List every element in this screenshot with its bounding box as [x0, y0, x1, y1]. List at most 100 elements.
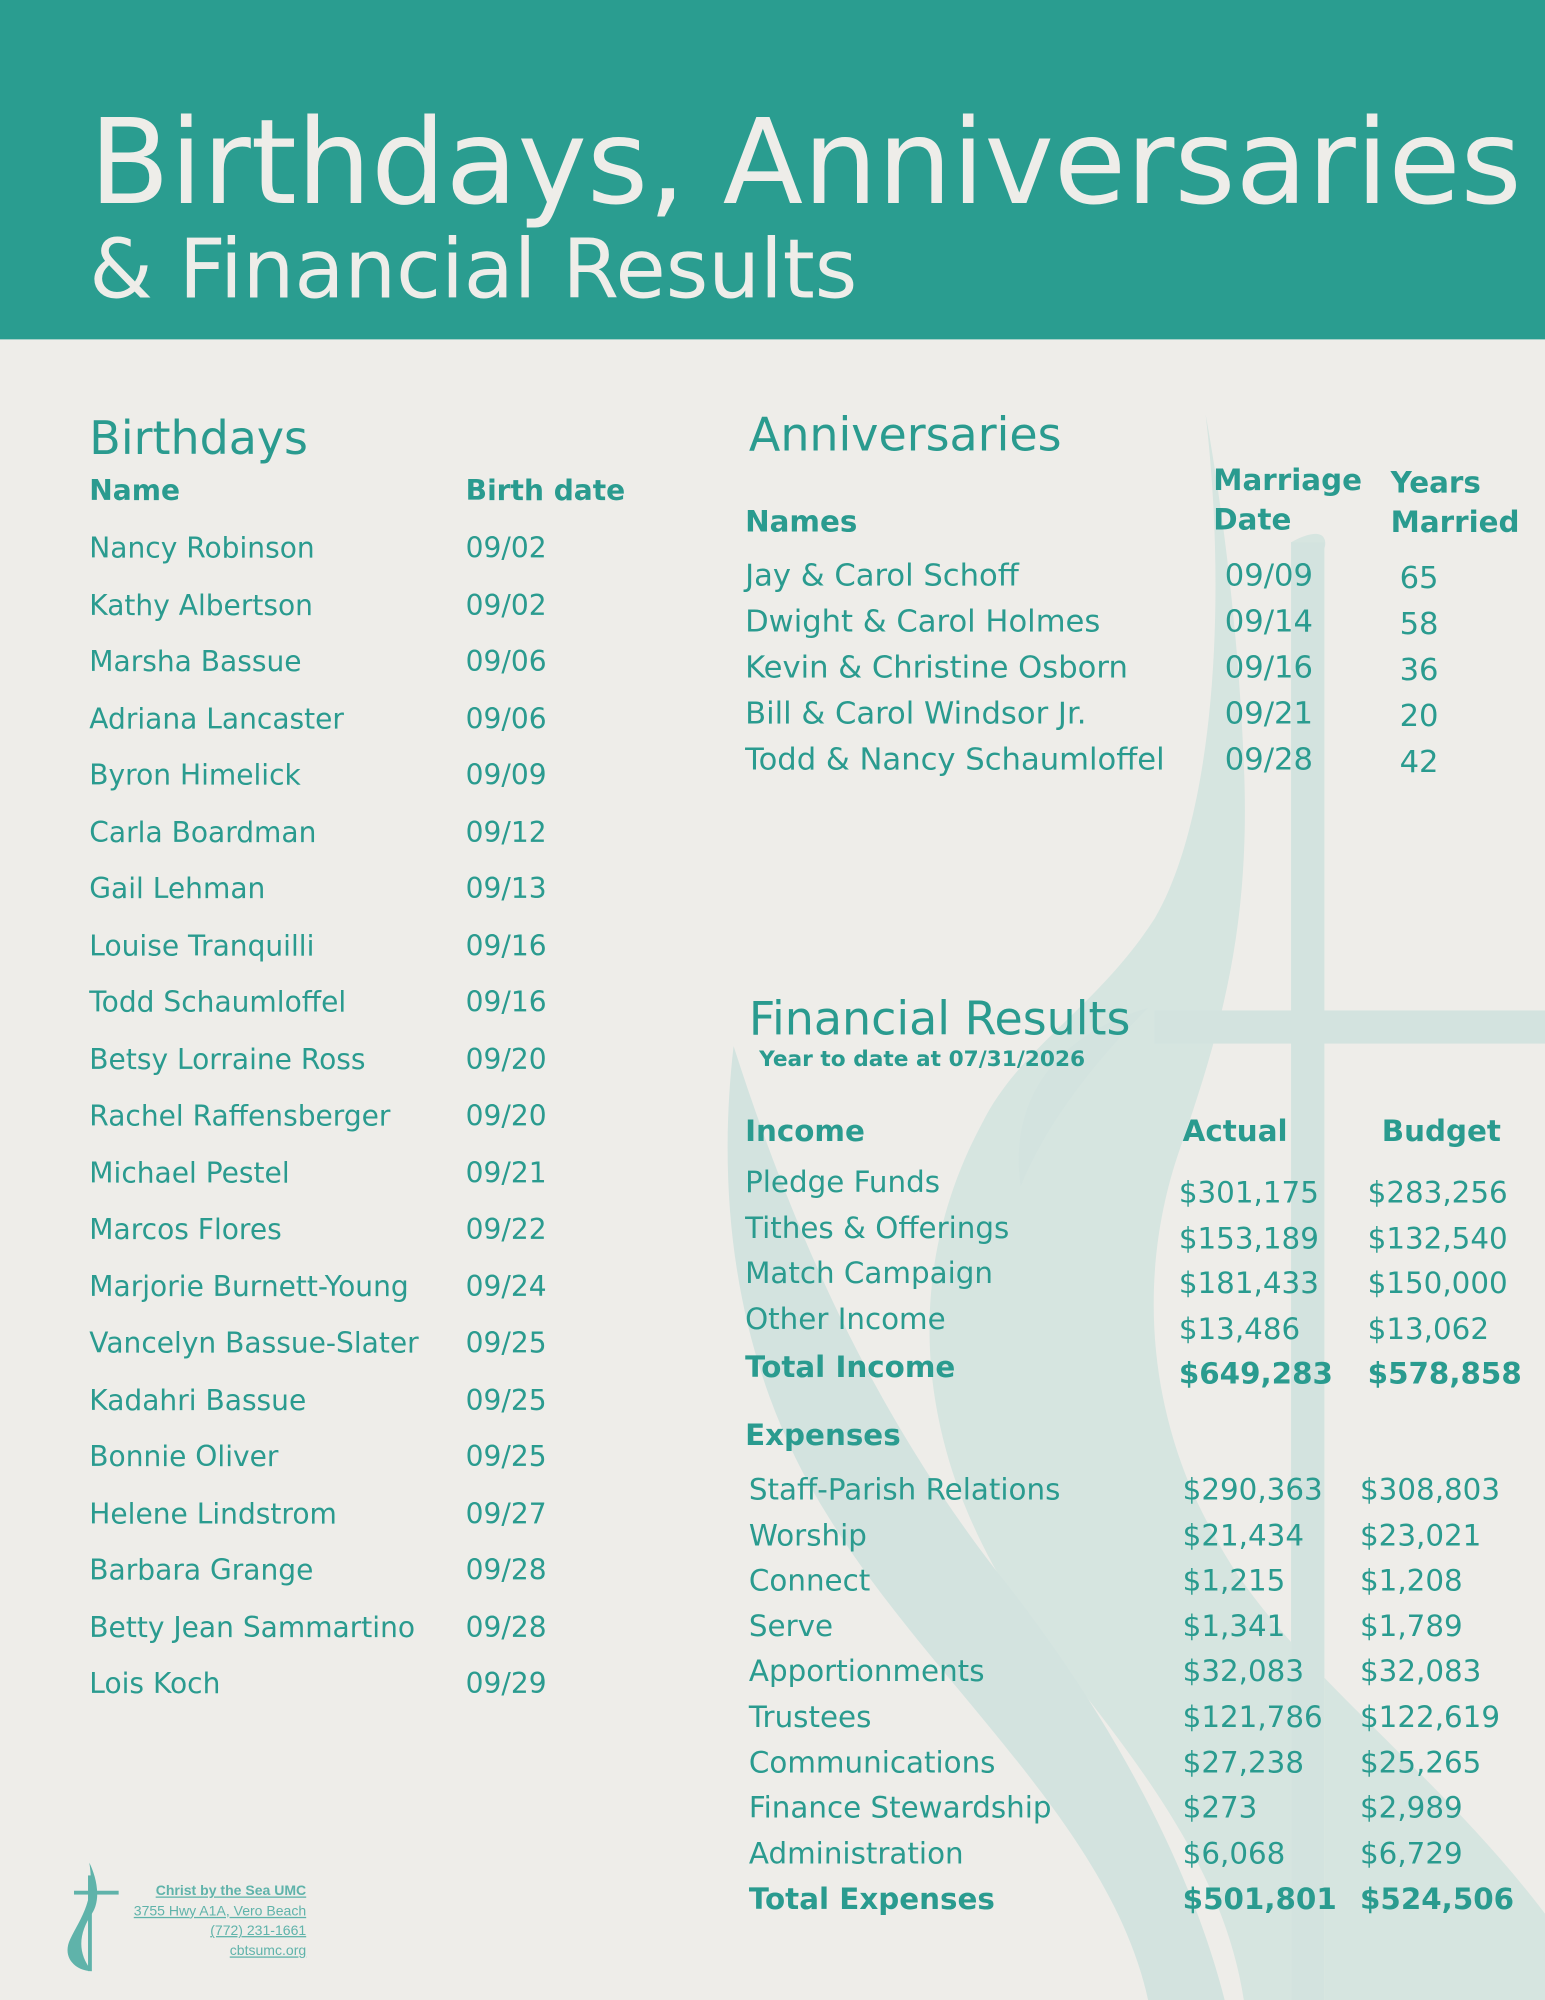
income-budget: $150,000: [1367, 1267, 1508, 1301]
income-total-actual: $649,283: [1178, 1358, 1333, 1392]
marriage-date: 09/16: [1224, 649, 1314, 686]
years-married: 36: [1399, 651, 1439, 688]
expense-budget: $2,989: [1360, 1792, 1463, 1826]
couple-names: Dwight & Carol Holmes: [745, 603, 1101, 640]
column-header: Birth date: [465, 475, 626, 508]
couple-names: Kevin & Christine Osborn: [745, 649, 1128, 686]
expense-actual: $32,083: [1182, 1655, 1305, 1690]
expense-actual: $1,215: [1182, 1565, 1286, 1599]
column-header: Expenses: [745, 1419, 901, 1453]
expense-label: Apportionments: [748, 1655, 985, 1690]
column-header: Names: [745, 505, 858, 540]
expense-budget: $32,083: [1360, 1655, 1482, 1690]
page-subtitle: & Financial Results: [89, 223, 858, 318]
birthday-name: Kadahri Bassue: [89, 1384, 307, 1417]
birthday-date: 09/21: [465, 1157, 547, 1190]
expense-budget: $1,208: [1360, 1565, 1463, 1599]
birthday-name: Nancy Robinson: [89, 533, 315, 566]
income-actual: $153,189: [1178, 1222, 1319, 1256]
income-budget: $283,256: [1367, 1176, 1508, 1211]
birthday-name: Rachel Raffensberger: [89, 1101, 391, 1133]
section-subtitle: Year to date at 07/31/2026: [759, 1046, 1086, 1073]
column-header: Income: [745, 1115, 865, 1149]
expense-total-actual: $501,801: [1182, 1883, 1337, 1917]
birthday-date: 09/16: [465, 987, 547, 1020]
birthday-name: Vancelyn Bassue-Slater: [89, 1328, 419, 1361]
expense-actual: $273: [1182, 1792, 1258, 1826]
expense-label: Connect: [748, 1565, 871, 1599]
birthday-date: 09/20: [465, 1101, 547, 1133]
expense-total-label: Total Expenses: [748, 1883, 995, 1917]
birthday-name: Helene Lindstrom: [89, 1498, 337, 1531]
expense-budget: $23,021: [1360, 1519, 1482, 1553]
marriage-date: 09/14: [1224, 603, 1314, 640]
birthday-date: 09/02: [465, 590, 547, 622]
income-actual: $13,486: [1178, 1312, 1301, 1346]
birthday-name: Marjorie Burnett-Young: [89, 1271, 409, 1304]
birthday-name: Kathy Albertson: [89, 590, 313, 622]
expense-budget: $122,619: [1360, 1701, 1501, 1735]
footer-logo: [67, 1862, 119, 1972]
expense-label: Finance Stewardship: [748, 1792, 1052, 1826]
expense-actual: $27,238: [1182, 1746, 1305, 1780]
birthday-date: 09/13: [465, 873, 547, 906]
expense-label: Administration: [748, 1837, 964, 1871]
birthday-name: Bonnie Oliver: [89, 1441, 279, 1474]
expense-actual: $121,786: [1182, 1701, 1323, 1735]
expense-actual: $21,434: [1182, 1519, 1305, 1553]
column-header: Actual: [1182, 1115, 1288, 1149]
column-header: Marriage Date: [1213, 464, 1363, 538]
birthday-name: Lois Koch: [89, 1668, 221, 1701]
expense-label: Trustees: [748, 1701, 872, 1735]
years-married: 58: [1399, 606, 1439, 642]
footer-website: cbtsumc.org: [229, 1943, 307, 1960]
birthday-name: Gail Lehman: [89, 873, 266, 906]
section-title: Birthdays: [89, 413, 308, 466]
marriage-date: 09/28: [1224, 741, 1314, 777]
column-header: Name: [89, 475, 181, 508]
birthday-name: Adriana Lancaster: [89, 703, 344, 736]
birthday-date: 09/28: [465, 1555, 547, 1588]
birthday-date: 09/20: [465, 1044, 547, 1077]
expense-budget: $6,729: [1360, 1837, 1463, 1871]
couple-names: Todd & Nancy Schaumloffel: [745, 741, 1165, 777]
section-title: Anniversaries: [748, 409, 1062, 462]
years-married: 42: [1399, 743, 1439, 780]
marriage-date: 09/21: [1224, 695, 1314, 732]
income-budget: $132,540: [1367, 1222, 1508, 1256]
birthday-name: Barbara Grange: [89, 1555, 314, 1588]
income-total-label: Total Income: [745, 1351, 956, 1385]
birthday-name: Carla Boardman: [89, 817, 317, 850]
birthday-name: Betty Jean Sammartino: [89, 1611, 416, 1644]
column-header: Budget: [1381, 1115, 1501, 1149]
birthday-name: Byron Himelick: [89, 760, 301, 793]
expense-label: Communications: [748, 1746, 996, 1780]
income-label: Other Income: [745, 1302, 946, 1336]
expense-label: Serve: [748, 1610, 834, 1644]
income-total-budget: $578,858: [1367, 1358, 1522, 1392]
birthday-name: Marcos Flores: [89, 1214, 282, 1247]
expense-actual: $6,068: [1182, 1837, 1286, 1871]
section-title: Financial Results: [748, 993, 1131, 1047]
birthday-date: 09/16: [465, 930, 547, 963]
income-budget: $13,062: [1367, 1312, 1490, 1346]
expense-budget: $308,803: [1360, 1474, 1501, 1508]
years-married: 20: [1399, 697, 1439, 734]
birthday-date: 09/06: [465, 703, 547, 736]
couple-names: Bill & Carol Windsor Jr.: [745, 695, 1087, 732]
birthday-date: 09/06: [465, 646, 547, 679]
birthday-date: 09/24: [465, 1271, 547, 1304]
expense-total-budget: $524,506: [1360, 1883, 1515, 1917]
birthday-date: 09/02: [465, 533, 547, 566]
birthday-date: 09/25: [465, 1328, 547, 1361]
birthday-name: Michael Pestel: [89, 1157, 290, 1190]
footer-address: 3755 Hwy A1A, Vero Beach: [133, 1903, 307, 1920]
footer-phone: (772) 231-1661: [210, 1923, 307, 1940]
income-actual: $301,175: [1178, 1176, 1319, 1211]
birthday-date: 09/12: [465, 817, 547, 850]
birthday-date: 09/29: [465, 1668, 547, 1701]
